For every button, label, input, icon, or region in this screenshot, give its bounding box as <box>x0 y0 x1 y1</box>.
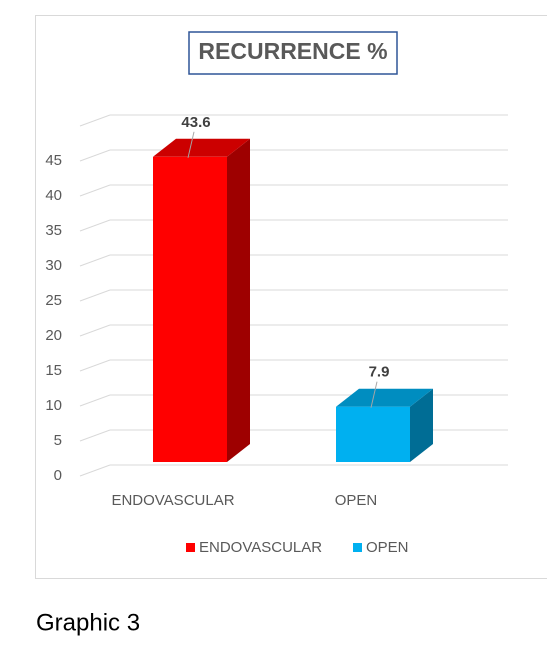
y-tick-label: 25 <box>45 292 62 309</box>
legend-swatch <box>353 543 362 552</box>
y-tick-label: 0 <box>54 467 62 484</box>
bar <box>153 157 227 462</box>
y-tick-label: 30 <box>45 257 62 274</box>
data-label: 7.9 <box>369 364 390 381</box>
legend-swatch <box>186 543 195 552</box>
y-tick-label: 35 <box>45 222 62 239</box>
bar-side <box>227 139 250 462</box>
y-tick-label: 15 <box>45 362 62 379</box>
legend-label: ENDOVASCULAR <box>199 539 322 556</box>
bar <box>336 407 410 462</box>
data-label: 43.6 <box>181 114 210 131</box>
y-tick-label: 10 <box>45 397 62 414</box>
chart-title: RECURRENCE % <box>198 38 387 64</box>
y-tick-label: 45 <box>45 152 62 169</box>
legend-label: OPEN <box>366 539 409 556</box>
y-tick-label: 40 <box>45 187 62 204</box>
caption: Graphic 3 <box>36 609 140 636</box>
y-tick-label: 5 <box>54 432 62 449</box>
x-tick-label: OPEN <box>335 492 378 509</box>
y-tick-label: 20 <box>45 327 62 344</box>
x-tick-label: ENDOVASCULAR <box>111 492 234 509</box>
